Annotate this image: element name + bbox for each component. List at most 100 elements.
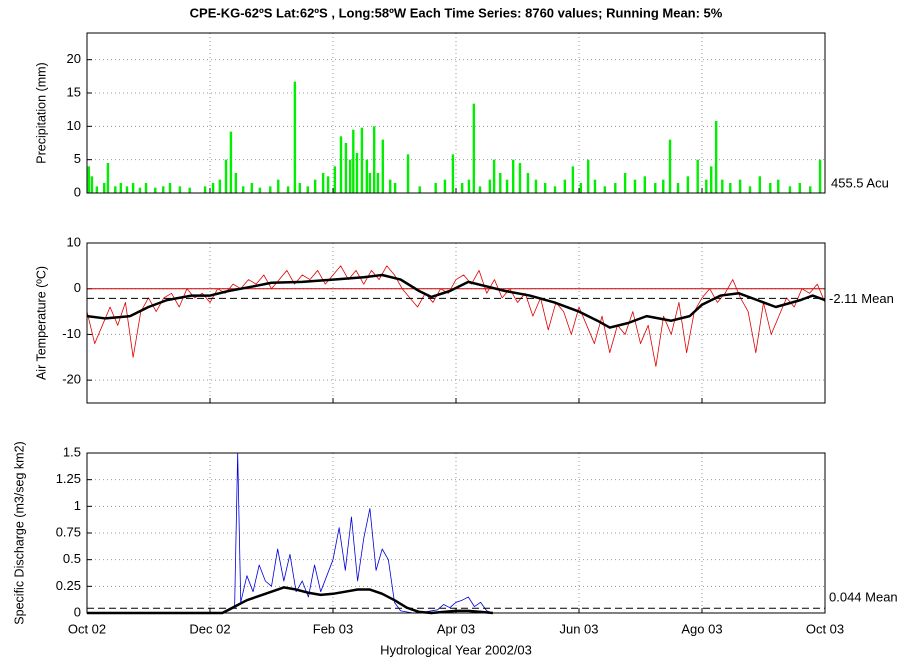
bar xyxy=(492,159,496,193)
bar xyxy=(178,186,182,193)
bar xyxy=(676,183,680,193)
bar xyxy=(668,139,672,193)
bar xyxy=(553,186,557,193)
bar xyxy=(434,183,437,193)
bar xyxy=(472,103,476,193)
y-tick-label: 1.5 xyxy=(63,444,81,459)
bar xyxy=(168,183,172,193)
bar xyxy=(686,176,690,193)
bar xyxy=(714,121,718,193)
bar xyxy=(393,183,397,193)
bar xyxy=(721,179,724,193)
y-tick-label: 10 xyxy=(67,118,81,133)
bar xyxy=(633,179,637,193)
bar xyxy=(242,186,245,193)
chart-title: CPE-KG-62ºS Lat:62ºS , Long:58ºW Each Ti… xyxy=(190,5,723,20)
bar xyxy=(211,183,215,193)
bar xyxy=(460,183,464,193)
y-tick-label: 20 xyxy=(67,51,81,66)
bar xyxy=(229,131,233,193)
bar xyxy=(90,176,94,193)
bar xyxy=(333,166,337,193)
y-tick-label: 1.25 xyxy=(56,471,81,486)
bar xyxy=(406,154,410,193)
data-line xyxy=(87,452,494,614)
bar xyxy=(798,183,801,193)
data-line xyxy=(86,265,826,367)
x-tick-label: Feb 03 xyxy=(313,621,353,636)
bar xyxy=(360,127,364,193)
bar xyxy=(614,183,617,193)
bar xyxy=(306,186,309,193)
bar xyxy=(478,186,482,193)
y-axis-label: Air Temperature (ºC) xyxy=(34,266,48,380)
bar xyxy=(738,179,742,193)
bar xyxy=(809,186,812,193)
bar xyxy=(563,179,567,193)
bar xyxy=(154,187,157,193)
bar xyxy=(769,183,772,193)
x-tick-label: Oct 03 xyxy=(806,621,844,636)
bar xyxy=(106,163,110,193)
bar xyxy=(250,183,254,193)
bar xyxy=(352,129,355,193)
y-tick-label: 0 xyxy=(74,184,81,199)
bar xyxy=(321,173,325,193)
bar xyxy=(418,186,421,193)
bar xyxy=(818,159,822,193)
mean-label: -2.11 Mean xyxy=(829,291,894,306)
bar xyxy=(326,176,330,193)
bar xyxy=(511,159,515,193)
y-axis-label: Specific Discharge (m3/seg km2) xyxy=(12,441,26,624)
y-tick-label: 1 xyxy=(74,498,81,513)
y-tick-label: 5 xyxy=(74,151,81,166)
annotation: 455.5 Acu xyxy=(831,175,889,190)
bar xyxy=(373,126,376,193)
y-tick-label: 0 xyxy=(74,604,81,619)
x-tick-label: Ago 03 xyxy=(681,621,722,636)
x-tick-label: Apr 03 xyxy=(437,621,475,636)
bar xyxy=(451,154,455,193)
bar xyxy=(224,159,228,193)
bar xyxy=(499,173,502,193)
bar xyxy=(119,183,123,193)
bar xyxy=(234,173,238,193)
bar xyxy=(526,173,530,193)
bar xyxy=(593,179,597,193)
bar xyxy=(710,166,713,193)
bar xyxy=(138,187,142,193)
bar xyxy=(313,179,317,193)
bar xyxy=(587,159,590,193)
y-tick-label: 0 xyxy=(74,280,81,295)
bar xyxy=(518,163,522,193)
bar xyxy=(603,186,607,193)
bar xyxy=(258,187,262,193)
bar xyxy=(114,186,117,193)
bar xyxy=(349,159,352,193)
data-line xyxy=(86,273,826,329)
bar xyxy=(705,179,708,193)
bar xyxy=(654,183,657,193)
bar xyxy=(488,179,492,193)
bar xyxy=(125,186,129,193)
x-axis-label: Hydrological Year 2002/03 xyxy=(380,642,532,657)
bar xyxy=(748,186,752,193)
bar xyxy=(144,183,148,193)
bar xyxy=(218,179,222,193)
bar xyxy=(376,173,380,193)
bar xyxy=(467,179,471,193)
bar xyxy=(623,173,627,193)
bar xyxy=(103,183,106,193)
y-tick-label: 0.75 xyxy=(56,524,81,539)
bar xyxy=(203,186,207,193)
bar xyxy=(162,186,165,193)
bar xyxy=(777,179,780,193)
bar xyxy=(277,179,280,193)
bar xyxy=(571,166,575,193)
y-tick-label: 0.5 xyxy=(63,551,81,566)
x-tick-label: Jun 03 xyxy=(559,621,598,636)
bar xyxy=(643,176,647,193)
x-tick-label: Oct 02 xyxy=(68,621,106,636)
bar xyxy=(368,173,372,193)
